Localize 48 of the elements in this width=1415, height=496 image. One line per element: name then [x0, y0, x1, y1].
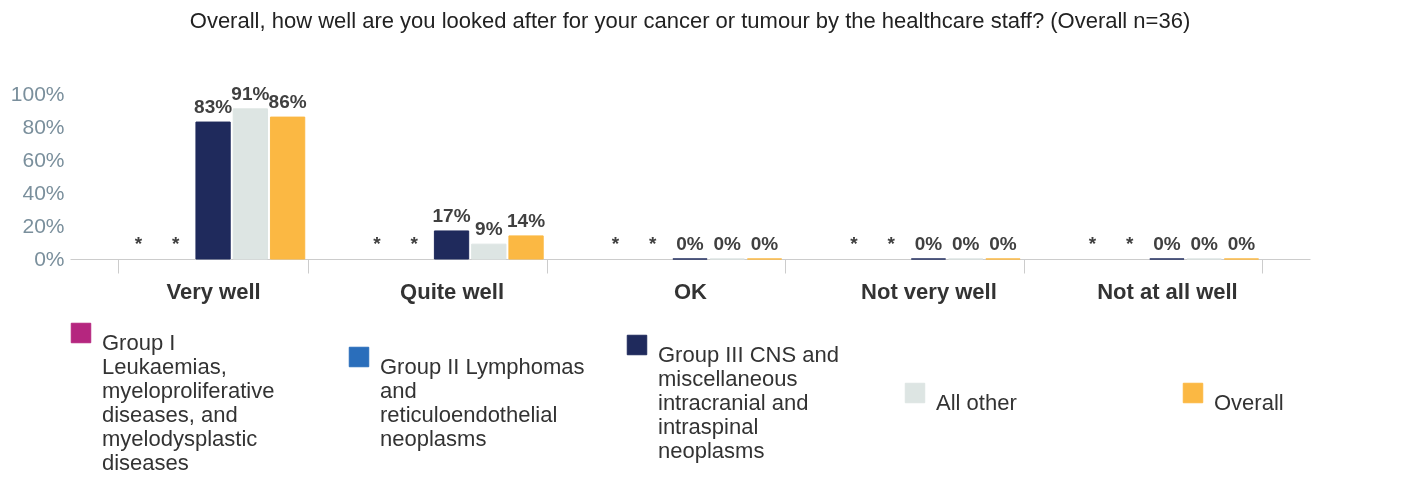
bar: [433, 230, 470, 260]
data-label: 0%: [713, 233, 742, 254]
text: *: [373, 233, 381, 254]
text: *: [887, 233, 895, 254]
bar: [471, 243, 507, 260]
text: *: [850, 233, 858, 254]
data-label: 0%: [914, 233, 943, 254]
data-label: 9%: [475, 218, 503, 240]
data-label: 0%: [1227, 233, 1256, 254]
x-tick-label: OK: [674, 278, 708, 304]
y-tick-label: 40%: [22, 180, 65, 204]
data-label: 0%: [1153, 233, 1181, 254]
y-tick-label: 60%: [22, 147, 65, 171]
x-tick-label: Not at all well: [1097, 278, 1238, 304]
x-tick-label: Very well: [166, 278, 261, 304]
legend-label: Group I Leukaemias, myeloproliferative diseases, and myelodysplastic diseases: [102, 330, 275, 475]
bar: [232, 108, 268, 260]
data-label: 0%: [989, 233, 1017, 254]
chart-title: Overall, how well are you looked after for your cancer or tumour by the healthcare staff? (Overall n=36): [189, 8, 1191, 33]
text: *: [172, 233, 180, 254]
legend-label: All other: [936, 390, 1017, 415]
text: *: [1125, 233, 1134, 254]
data-label: 86%: [268, 91, 307, 113]
text: *: [134, 233, 143, 254]
x-tick-label: Quite well: [400, 278, 504, 304]
x-tick-label: Not very well: [861, 278, 997, 304]
data-label: 17%: [432, 204, 471, 226]
data-label: 0%: [1190, 233, 1219, 254]
data-label: 0%: [951, 233, 980, 254]
legend-label: Overall: [1214, 390, 1284, 415]
y-tick-label: 100%: [10, 81, 65, 105]
y-tick-label: 0%: [34, 246, 65, 270]
data-label: 83%: [194, 96, 233, 118]
data-label: 91%: [231, 82, 270, 104]
bar: [508, 235, 544, 260]
bar: [195, 121, 231, 260]
text: *: [611, 233, 620, 254]
data-label: 0%: [676, 233, 704, 254]
text: *: [649, 233, 657, 254]
legend-label: Group III CNS and miscellaneous intracranial and intraspinal neoplasms: [658, 342, 839, 463]
text: *: [1088, 233, 1097, 254]
y-tick-label: 20%: [22, 213, 65, 237]
text: *: [410, 233, 418, 254]
data-label: 14%: [507, 209, 546, 231]
y-tick-label: 80%: [22, 114, 65, 138]
data-label: 0%: [750, 233, 779, 254]
legend-label: Group II Lymphomas and reticuloendothelial neoplasms: [380, 354, 585, 451]
bar: [269, 116, 306, 260]
